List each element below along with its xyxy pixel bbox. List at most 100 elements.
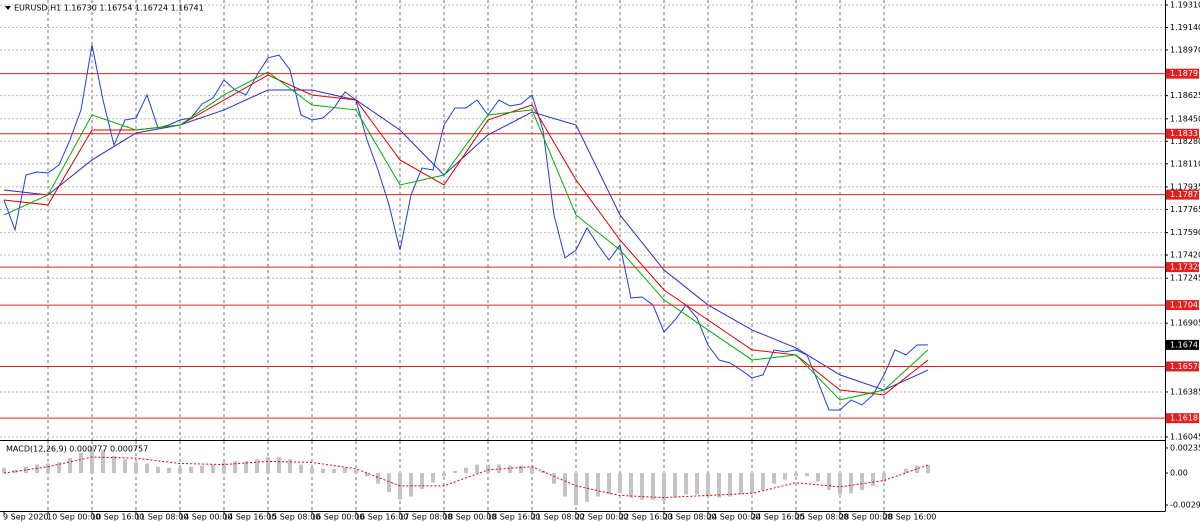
histogram-bar bbox=[398, 473, 402, 500]
histogram-bar bbox=[783, 473, 787, 480]
histogram-bar bbox=[200, 465, 204, 474]
level-label: 1.18337 bbox=[1170, 129, 1200, 138]
histogram-bar bbox=[211, 464, 215, 474]
current-price-label: 1.16741 bbox=[1170, 340, 1200, 349]
y-tick-label: 1.19140 bbox=[1170, 23, 1200, 32]
y-tick-label: -0.002999 bbox=[1170, 501, 1200, 510]
macd-title: MACD(12,26,9) 0.000777 0.000757 bbox=[6, 445, 148, 454]
histogram-bar bbox=[101, 449, 105, 474]
level-label: 1.16578 bbox=[1170, 362, 1200, 371]
level-label-box bbox=[1166, 128, 1199, 139]
histogram-bar bbox=[2, 467, 6, 474]
x-tick-label: 28 Sep 00:00 bbox=[839, 513, 892, 522]
histogram-bar bbox=[805, 473, 809, 477]
level-label-box bbox=[1166, 68, 1199, 79]
x-tick-label: 11 Sep 08:00 bbox=[135, 513, 188, 522]
level-label-box bbox=[1166, 361, 1199, 372]
histogram-bar bbox=[68, 458, 72, 474]
y-tick-label: 1.17765 bbox=[1170, 205, 1200, 214]
histogram-bar bbox=[761, 473, 765, 491]
header-arrow bbox=[5, 6, 11, 10]
level-label-box bbox=[1166, 300, 1199, 311]
histogram-bar bbox=[684, 473, 688, 495]
x-tick-label: 24 Sep 00:00 bbox=[707, 513, 760, 522]
histogram-bar bbox=[288, 459, 292, 474]
histogram-bar bbox=[420, 473, 424, 490]
histogram-bar bbox=[706, 473, 710, 497]
x-tick-label: 16 Sep 16:00 bbox=[355, 513, 408, 522]
histogram-bar bbox=[552, 473, 556, 484]
histogram-bar bbox=[277, 457, 281, 474]
current-price-box bbox=[1166, 339, 1199, 350]
y-tick-label: 1.17245 bbox=[1170, 274, 1200, 283]
x-tick-label: 9 Sep 2020 bbox=[3, 513, 49, 522]
y-tick-label: 1.17420 bbox=[1170, 251, 1200, 260]
histogram-bar bbox=[893, 473, 897, 474]
histogram-bar bbox=[618, 473, 622, 494]
histogram-bar bbox=[57, 462, 61, 474]
y-tick-label: 0.00 bbox=[1170, 469, 1188, 478]
level-label: 1.18791 bbox=[1170, 69, 1200, 78]
x-tick-label: 14 Sep 00:00 bbox=[179, 513, 232, 522]
x-tick-label: 18 Sep 16:00 bbox=[487, 513, 540, 522]
histogram-bar bbox=[695, 473, 699, 495]
level-label: 1.17329 bbox=[1170, 263, 1200, 272]
histogram-bar bbox=[244, 461, 248, 474]
histogram-bar bbox=[904, 468, 908, 474]
level-label: 1.17042 bbox=[1170, 301, 1200, 310]
x-tick-label: 14 Sep 16:00 bbox=[223, 513, 276, 522]
histogram-bar bbox=[915, 465, 919, 474]
histogram-bar bbox=[629, 473, 633, 498]
histogram-bar bbox=[409, 473, 413, 497]
text-layer: 1.19310 1.19140 1.18970 1.18625 1.18450 1.182… bbox=[3, 1, 1200, 522]
histogram-bar bbox=[332, 468, 336, 474]
histogram-bar bbox=[156, 466, 160, 474]
y-tick-label: 1.18450 bbox=[1170, 114, 1200, 123]
histogram-bar bbox=[838, 473, 842, 495]
x-tick-label: 17 Sep 08:00 bbox=[399, 513, 452, 522]
histogram-bar bbox=[46, 463, 50, 474]
histogram-bar bbox=[651, 473, 655, 500]
histogram-bar bbox=[167, 467, 171, 474]
histogram-bar bbox=[79, 452, 83, 474]
histogram-bar bbox=[255, 459, 259, 474]
symbol-header: EURUSD,H1 1.16730 1.16754 1.16724 1.1674… bbox=[14, 4, 204, 13]
histogram-bar bbox=[321, 468, 325, 474]
histogram-bar bbox=[354, 469, 358, 474]
histogram-bar bbox=[772, 473, 776, 484]
histogram-bar bbox=[431, 473, 435, 483]
histogram-bar bbox=[662, 473, 666, 501]
histogram-bar bbox=[222, 462, 226, 474]
histogram-bar bbox=[519, 465, 523, 474]
histogram-bar bbox=[112, 456, 116, 474]
histogram-bar bbox=[123, 459, 127, 474]
histogram-bar bbox=[13, 469, 17, 474]
histogram-bar bbox=[563, 473, 567, 497]
y-tick-label: 1.17935 bbox=[1170, 182, 1200, 191]
y-tick-label: 1.18110 bbox=[1170, 159, 1200, 168]
histogram-bar bbox=[849, 473, 853, 494]
level-label: 1.16187 bbox=[1170, 414, 1200, 423]
histogram-bar bbox=[750, 473, 754, 494]
x-tick-label: 15 Sep 08:00 bbox=[267, 513, 320, 522]
y-tick-label: 1.17590 bbox=[1170, 228, 1200, 237]
level-label: 1.17877 bbox=[1170, 190, 1200, 199]
histogram-bar bbox=[926, 464, 930, 474]
histogram-bar bbox=[90, 446, 94, 474]
histogram-bar bbox=[189, 466, 193, 474]
x-tick-label: 24 Sep 16:00 bbox=[751, 513, 804, 522]
histogram-bar bbox=[871, 473, 875, 486]
histogram-bar bbox=[178, 467, 182, 474]
histogram-bar bbox=[299, 464, 303, 474]
y-tick-label: 1.18625 bbox=[1170, 91, 1200, 100]
marks-layer bbox=[0, 44, 1165, 506]
histogram-bar bbox=[442, 473, 446, 477]
histogram-bar bbox=[343, 467, 347, 474]
histogram-bar bbox=[860, 473, 864, 491]
histogram-bar bbox=[453, 470, 457, 474]
x-tick-label: 10 Sep 00:00 bbox=[47, 513, 100, 522]
series-line bbox=[3, 89, 929, 391]
level-label-box bbox=[1166, 413, 1199, 424]
